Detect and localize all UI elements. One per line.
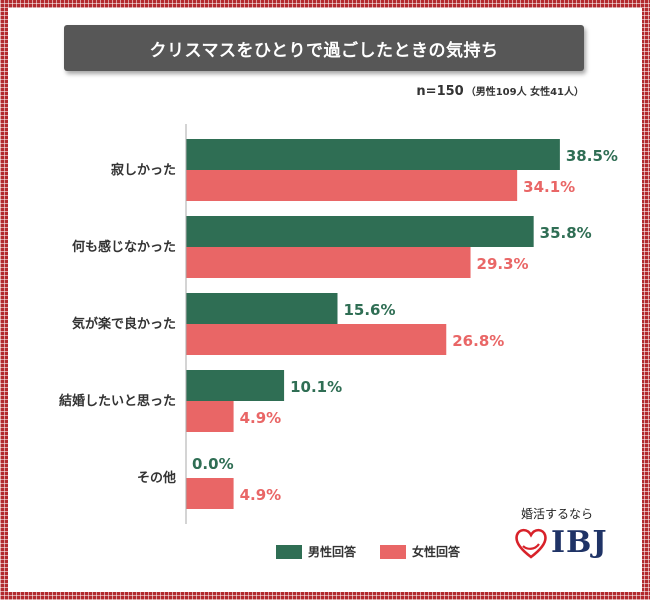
legend: 男性回答 女性回答 xyxy=(276,543,460,560)
legend-item-female: 女性回答 xyxy=(380,543,460,560)
category-label: 気が楽で良かった xyxy=(72,316,176,332)
category-label: 結婚したいと思った xyxy=(59,393,176,409)
heart-icon xyxy=(515,528,547,559)
value-label-female: 4.9% xyxy=(240,486,282,504)
legend-swatch-female xyxy=(380,544,407,559)
value-label-male: 10.1% xyxy=(290,378,342,396)
value-label-female: 4.9% xyxy=(240,409,282,427)
chart-title: クリスマスをひとりで過ごしたときの気持ち xyxy=(64,25,584,71)
legend-item-male: 男性回答 xyxy=(276,543,356,560)
bar-female xyxy=(186,247,471,278)
category-label: 寂しかった xyxy=(111,162,176,178)
value-label-female: 26.8% xyxy=(452,332,504,350)
value-label-female: 29.3% xyxy=(477,255,529,273)
bar-male xyxy=(186,293,338,324)
logo-brand: IBJ xyxy=(551,525,608,560)
bar-male xyxy=(186,139,560,170)
logo-tagline: 婚活するなら xyxy=(521,507,594,521)
category-label: その他 xyxy=(137,470,176,486)
legend-swatch-male xyxy=(276,544,302,559)
value-label-male: 0.0% xyxy=(192,455,234,473)
bar-male xyxy=(186,370,285,401)
sample-breakdown: （男性109人 女性41人） xyxy=(465,87,584,98)
ibj-logo: 婚活するなら IBJ xyxy=(507,505,617,575)
bar-female xyxy=(186,401,234,432)
bar-female xyxy=(186,170,518,201)
value-label-female: 34.1% xyxy=(523,178,575,196)
bar-female xyxy=(186,478,234,509)
value-label-male: 35.8% xyxy=(540,224,592,242)
category-label: 何も感じなかった xyxy=(72,239,176,255)
sample-size: n=150 （男性109人 女性41人） xyxy=(416,83,584,103)
legend-label-male: 男性回答 xyxy=(308,545,357,559)
bar-male xyxy=(186,216,534,247)
sample-count: n=150 xyxy=(416,84,464,99)
logo-mark: IBJ xyxy=(513,525,608,560)
value-label-male: 38.5% xyxy=(566,147,618,165)
value-label-male: 15.6% xyxy=(343,301,395,319)
legend-label-female: 女性回答 xyxy=(412,545,461,559)
bar-female xyxy=(186,324,447,355)
